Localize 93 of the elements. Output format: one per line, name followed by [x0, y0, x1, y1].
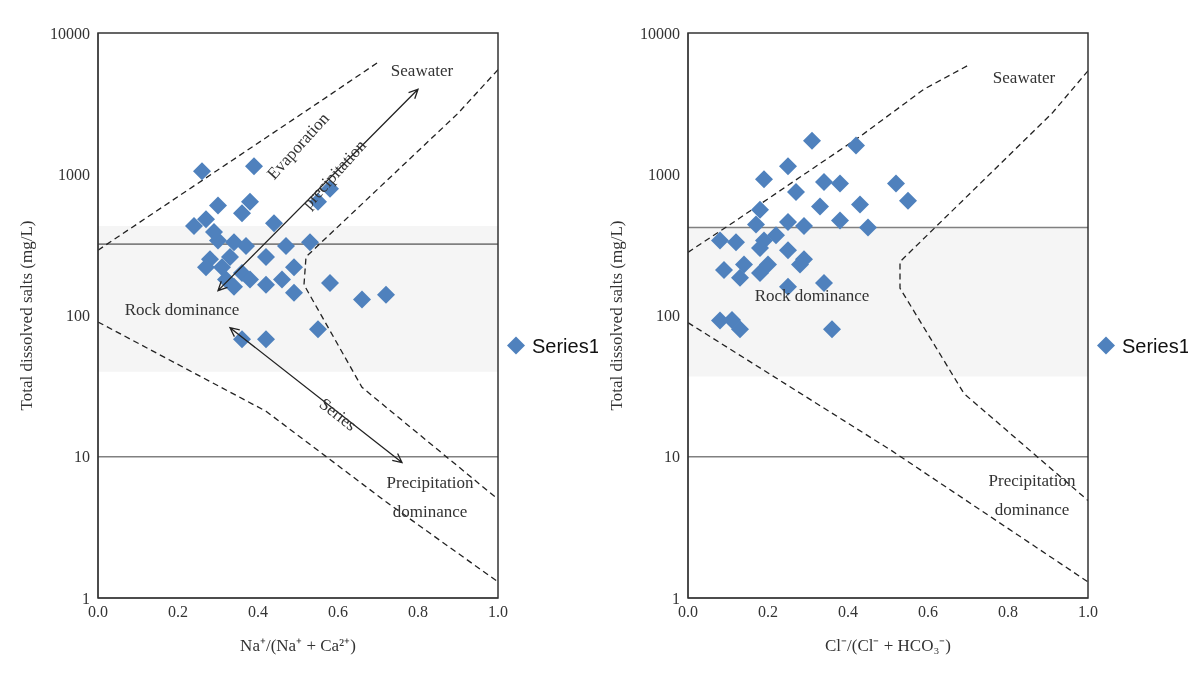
annotation: Rock dominance: [754, 285, 870, 305]
point: [887, 174, 905, 193]
annotation: dominance: [392, 502, 468, 522]
point: [859, 218, 877, 237]
point: [285, 283, 303, 302]
point: [193, 162, 211, 181]
point: [755, 170, 773, 189]
point: [221, 247, 239, 266]
x-tick-label: 0.8: [408, 603, 428, 621]
y-tick-label: 1: [82, 589, 90, 607]
point: [851, 195, 869, 214]
point: [847, 136, 865, 155]
point: [759, 255, 777, 274]
point: [257, 330, 275, 349]
point: [779, 212, 797, 231]
annotation: Precipitation: [988, 470, 1076, 490]
point: [815, 173, 833, 192]
point: [257, 275, 275, 294]
point: [779, 157, 797, 176]
y-tick-label: 10: [74, 448, 90, 466]
y-tick-label: 1: [672, 589, 680, 607]
point: [803, 131, 821, 150]
point: [735, 255, 753, 274]
x-tick-label: 0.6: [918, 603, 938, 621]
point: [731, 268, 749, 287]
point: [779, 241, 797, 260]
annotation: dominance: [994, 500, 1070, 520]
point: [213, 258, 231, 277]
point: [225, 277, 243, 296]
x-tick-label: 0.8: [998, 603, 1018, 621]
x-tick-label: 1.0: [488, 603, 508, 621]
point: [245, 157, 263, 176]
point: [225, 233, 243, 252]
point: [277, 237, 295, 256]
point: [823, 320, 841, 339]
point: [241, 192, 259, 211]
y-tick-label: 1000: [58, 165, 90, 183]
y-tick-label: 10000: [640, 24, 680, 42]
point: [285, 258, 303, 277]
point: [715, 260, 733, 279]
point: [377, 285, 395, 304]
x-tick-label: 0.0: [678, 603, 698, 621]
y-tick-label: 1000: [648, 165, 680, 183]
annotation: Precipitation: [386, 472, 474, 492]
x-tick-label: 0.0: [88, 603, 108, 621]
point: [353, 290, 371, 309]
point: [257, 247, 275, 266]
point: [899, 191, 917, 210]
legend-label: Series1: [1122, 334, 1190, 357]
point: [831, 174, 849, 193]
point: [831, 211, 849, 230]
point: [233, 204, 251, 223]
point: [711, 231, 729, 250]
point: [265, 214, 283, 233]
point: [237, 237, 255, 256]
line-series: [688, 64, 969, 253]
line-series: [98, 321, 498, 583]
point: [795, 217, 813, 236]
x-axis-title: Cl⁻/(Cl⁻ + HCO₃⁻): [824, 636, 952, 655]
annotation: Seawater: [390, 61, 454, 81]
x-tick-label: 0.4: [248, 603, 268, 621]
point: [197, 210, 215, 229]
point: [747, 215, 765, 234]
point: [731, 320, 749, 339]
x-tick-label: 1.0: [1078, 603, 1098, 621]
point: [185, 217, 203, 236]
y-tick-label: 100: [66, 307, 90, 325]
point: [273, 270, 291, 289]
point: [309, 320, 327, 339]
point: [209, 196, 227, 215]
point: [787, 182, 805, 201]
y-tick-label: 10: [664, 448, 680, 466]
annotation: Rock dominance: [124, 300, 240, 320]
annotation: Seawater: [992, 67, 1056, 87]
point: [811, 197, 829, 216]
y-tick-label: 10000: [50, 24, 90, 42]
y-tick-label: 100: [656, 307, 680, 325]
legend-label: Series1: [532, 334, 600, 357]
point: [301, 233, 319, 252]
point: [321, 273, 339, 292]
x-tick-label: 0.2: [168, 603, 188, 621]
point: [727, 233, 745, 252]
y-axis-title: Total dissolved salts (mg/L): [17, 220, 37, 411]
point: [241, 270, 259, 289]
x-axis-title: Na⁺/(Na⁺ + Ca²⁺): [240, 636, 356, 655]
y-axis-title: Total dissolved salts (mg/L): [607, 220, 627, 411]
x-tick-label: 0.6: [328, 603, 348, 621]
point: [767, 226, 785, 245]
point: [751, 200, 769, 219]
point: [233, 330, 251, 349]
point: [723, 310, 741, 329]
x-tick-label: 0.2: [758, 603, 778, 621]
x-tick-label: 0.4: [838, 603, 858, 621]
